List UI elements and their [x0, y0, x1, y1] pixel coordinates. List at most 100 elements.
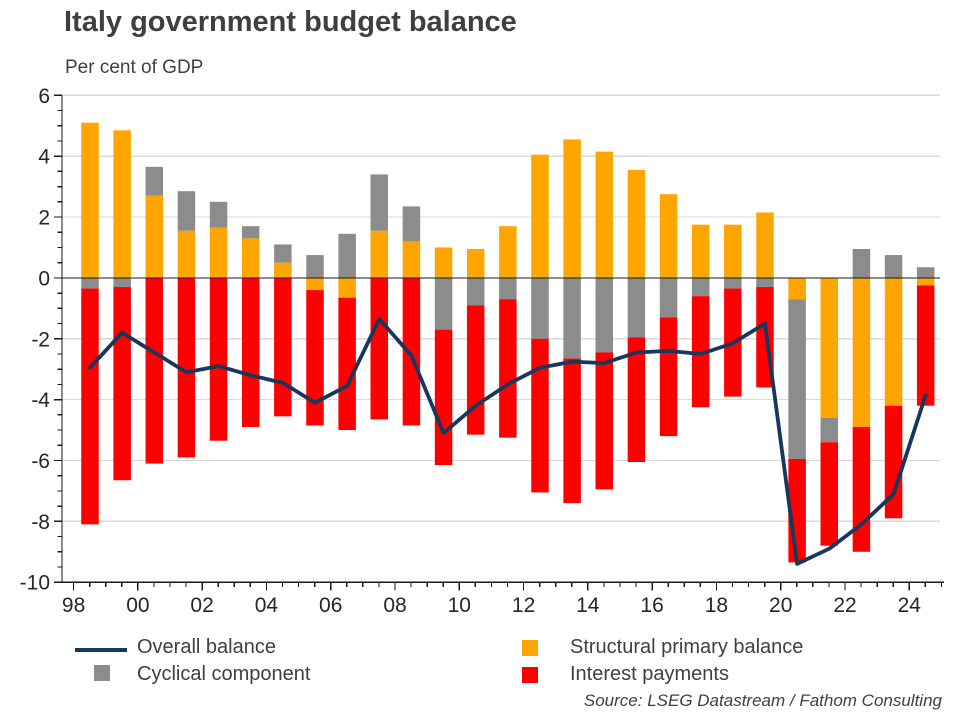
bar-segment-2006	[338, 297, 356, 431]
interest-payments-swatch	[522, 667, 538, 683]
bar-segment-2009	[434, 277, 453, 330]
bar-segment-2023	[884, 255, 903, 278]
bar-segment-1998	[81, 288, 99, 525]
bar-segment-2001	[177, 191, 196, 231]
bar-segment-2013	[563, 358, 581, 504]
bar-segment-2022	[852, 427, 871, 552]
x-tick-label: 12	[512, 594, 535, 617]
bar-segment-2024	[916, 277, 935, 286]
bar-segment-2004	[274, 262, 292, 278]
bar-segment-2021	[820, 442, 839, 546]
bar-segment-2015	[627, 337, 646, 462]
bar-segment-2008	[402, 277, 421, 426]
legend-label-interest-payments: Interest payments	[570, 663, 729, 685]
bar-segment-2019	[756, 277, 774, 288]
x-tick-label: 20	[769, 594, 792, 617]
bar-segment-2014	[595, 151, 614, 278]
bar-segment-2016	[659, 194, 678, 278]
x-tick-label: 22	[833, 594, 856, 617]
x-tick-label: 08	[383, 594, 406, 617]
bar-segment-1999	[113, 287, 131, 481]
bar-segment-2024	[916, 285, 935, 406]
y-tick-label: -10	[20, 572, 50, 595]
x-tick-label: 98	[62, 594, 85, 617]
bar-segment-2009	[434, 329, 453, 466]
legend-label-cyclical-component: Cyclical component	[137, 663, 311, 685]
structural-primary-balance-swatch	[522, 640, 538, 656]
bar-segment-2006	[338, 277, 356, 298]
bar-segment-2008	[402, 206, 421, 242]
bar-segment-2017	[691, 224, 710, 278]
bar-segment-2010	[466, 248, 485, 278]
bar-segment-1999	[113, 277, 131, 288]
bar-segment-2021	[820, 277, 839, 418]
x-tick-label: 02	[190, 594, 213, 617]
bar-segment-2000	[145, 195, 164, 278]
bar-segment-2014	[595, 277, 614, 353]
bar-segment-2021	[820, 417, 839, 443]
y-tick-label: -4	[31, 389, 50, 412]
bar-segment-2003	[241, 238, 260, 278]
bar-segment-2002	[209, 201, 228, 228]
chart-title: Italy government budget balance	[64, 6, 517, 38]
bar-segment-2000	[145, 166, 164, 196]
legend-label-overall-balance: Overall balance	[137, 636, 276, 658]
source-credit: Source: LSEG Datastream / Fathom Consult…	[583, 691, 942, 710]
bar-segment-2015	[627, 277, 646, 338]
bar-segment-2011	[499, 226, 517, 278]
bar-segment-2023	[884, 277, 903, 406]
bar-segment-2005	[306, 277, 324, 291]
bar-segment-2007	[370, 277, 389, 420]
bar-segment-2005	[306, 255, 324, 278]
bar-segment-2017	[691, 277, 710, 297]
bar-segment-2003	[241, 277, 260, 428]
bar-segment-2020	[788, 299, 806, 459]
legend-label-structural-primary-balance: Structural primary balance	[570, 636, 804, 658]
y-tick-label: 2	[38, 207, 50, 230]
x-tick-label: 04	[255, 594, 279, 617]
y-tick-label: -2	[31, 328, 50, 351]
bar-segment-2012	[531, 338, 549, 493]
bar-segment-1998	[81, 277, 99, 289]
bar-segment-2011	[499, 299, 517, 438]
x-tick-label: 18	[705, 594, 728, 617]
overall-balance-line	[88, 317, 928, 566]
bar-segment-2007	[370, 174, 389, 231]
bar-segment-2016	[659, 277, 678, 318]
bar-segment-2013	[563, 277, 581, 359]
x-tick-label: 14	[576, 594, 600, 617]
bar-segment-2020	[788, 277, 806, 300]
x-tick-label: 16	[640, 594, 663, 617]
bar-segment-2010	[466, 277, 485, 306]
overall-balance-line-swatch	[75, 648, 127, 652]
bar-segment-2006	[338, 233, 356, 278]
bar-segment-1998	[81, 122, 99, 278]
bar-segment-2011	[499, 277, 517, 300]
x-tick-label: 10	[448, 594, 471, 617]
bar-segment-2004	[274, 277, 292, 417]
bar-segment-2022	[852, 277, 871, 428]
bar-segment-2009	[434, 247, 453, 278]
axes	[54, 94, 944, 591]
bar-segment-2017	[691, 296, 710, 408]
bar-segment-2000	[145, 277, 164, 464]
bar-segment-2004	[274, 244, 292, 263]
bar-segment-2008	[402, 241, 421, 278]
y-tick-label: 4	[38, 146, 50, 169]
bar-segment-2001	[177, 230, 196, 278]
bar-segment-2013	[563, 139, 581, 278]
x-tick-label: 00	[126, 594, 149, 617]
cyclical-component-swatch	[94, 665, 110, 681]
bar-segment-2015	[627, 169, 646, 278]
y-tick-label: 6	[38, 85, 50, 108]
bar-segment-2024	[916, 267, 935, 278]
bar-segment-2012	[531, 154, 549, 278]
bar-segment-2022	[852, 248, 871, 278]
bar-segment-2007	[370, 230, 389, 278]
bar-segment-2019	[756, 212, 774, 278]
x-tick-label: 06	[319, 594, 342, 617]
stacked-bars	[81, 122, 935, 563]
